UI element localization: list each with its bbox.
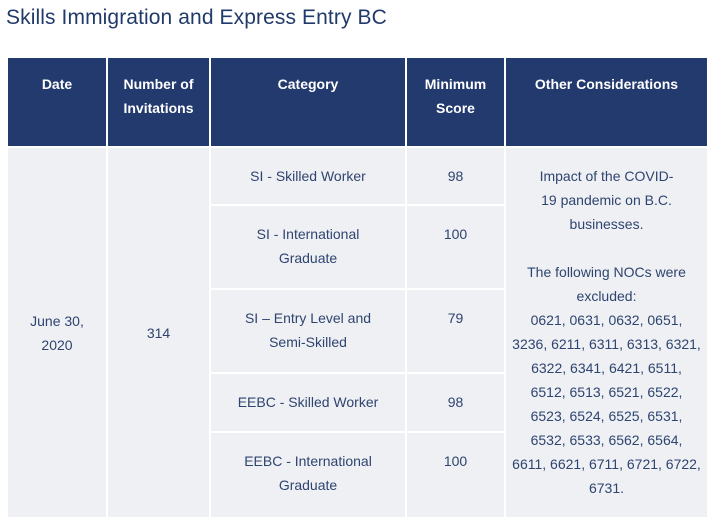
table-row: SI - International Graduate 100 bbox=[7, 204, 708, 290]
category-cell: EEBC - International Graduate bbox=[209, 431, 407, 519]
category-name: SI - Skilled Worker bbox=[250, 168, 366, 184]
score-cell: 100 bbox=[405, 431, 506, 519]
score-cell: 100 bbox=[405, 204, 506, 290]
score-value: 98 bbox=[447, 168, 464, 184]
category-cell: SI - International Graduate bbox=[209, 204, 407, 290]
table-row: SI – Entry Level and Semi-Skilled 79 bbox=[7, 288, 708, 374]
category-cell: EEBC - Skilled Worker bbox=[209, 372, 407, 433]
invitations-value: 314 bbox=[146, 324, 171, 341]
invitation-table: Date Number of Invitations Category Mini… bbox=[6, 56, 709, 519]
header-date: Date bbox=[6, 56, 108, 148]
header-date-label: Date bbox=[41, 76, 73, 92]
score-value: 79 bbox=[447, 310, 464, 326]
date-cell: June 30, 2020 bbox=[6, 146, 108, 519]
page-title: Skills Immigration and Express Entry BC bbox=[6, 6, 387, 29]
header-invitations: Number of Invitations bbox=[106, 56, 211, 148]
invitations-cell: 314 bbox=[106, 146, 211, 519]
header-row: Date Number of Invitations Category Mini… bbox=[6, 56, 709, 148]
category-name: EEBC - Skilled Worker bbox=[237, 394, 379, 410]
header-category: Category bbox=[209, 56, 407, 148]
score-value: 100 bbox=[443, 453, 468, 469]
score-cell: 98 bbox=[405, 372, 506, 433]
category-cell: SI – Entry Level and Semi-Skilled bbox=[209, 288, 407, 374]
header-score-label: Minimum Score bbox=[424, 76, 487, 116]
table-row: EEBC - International Graduate 100 bbox=[7, 431, 708, 519]
category-name: SI - International Graduate bbox=[256, 226, 360, 266]
category-name: SI – Entry Level and Semi-Skilled bbox=[244, 310, 372, 350]
header-other: Other Considerations bbox=[504, 56, 709, 148]
date-value: June 30, 2020 bbox=[30, 312, 84, 353]
score-cell: 79 bbox=[405, 288, 506, 374]
other-considerations-cell: Impact of the COVID-19 pandemic on B.C. … bbox=[504, 146, 709, 519]
excluded-intro-text: The following NOCs were excluded: bbox=[527, 264, 686, 304]
header-invitations-label: Number of Invitations bbox=[123, 76, 194, 116]
score-cell: 98 bbox=[405, 146, 506, 206]
header-score: Minimum Score bbox=[405, 56, 506, 148]
header-category-label: Category bbox=[277, 76, 339, 92]
table-row: EEBC - Skilled Worker 98 bbox=[7, 372, 708, 433]
category-cell: SI - Skilled Worker bbox=[209, 146, 407, 206]
category-name: EEBC - International Graduate bbox=[244, 453, 372, 493]
table-row: June 30, 2020 314 SI - Skilled Worker 98… bbox=[6, 146, 709, 519]
score-value: 100 bbox=[443, 226, 468, 242]
score-value: 98 bbox=[447, 394, 464, 410]
header-other-label: Other Considerations bbox=[534, 76, 679, 92]
covid-impact-text: Impact of the COVID-19 pandemic on B.C. … bbox=[539, 168, 674, 232]
noc-list-text: 0621, 0631, 0632, 0651, 3236, 6211, 6311… bbox=[512, 312, 701, 496]
